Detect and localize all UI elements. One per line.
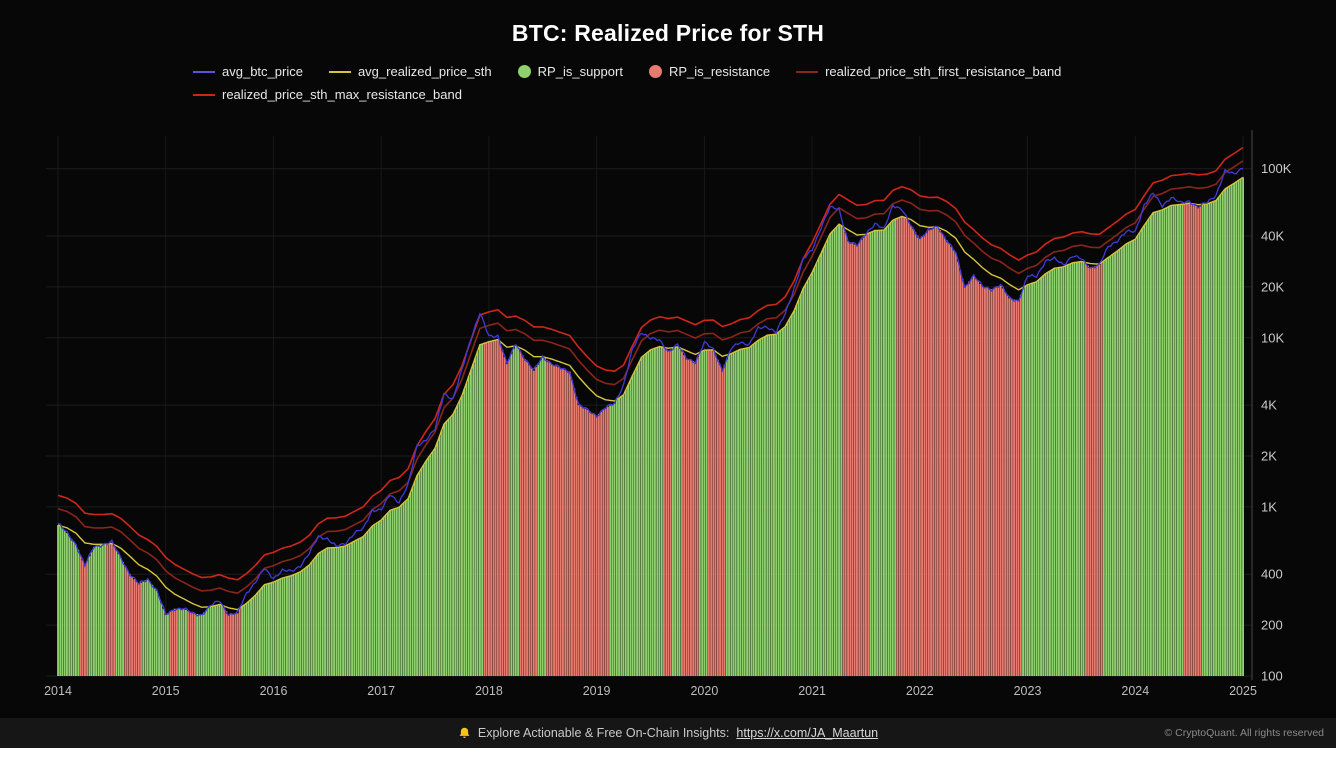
svg-text:20K: 20K xyxy=(1261,279,1284,294)
legend-item[interactable]: realized_price_sth_max_resistance_band xyxy=(193,87,462,102)
legend-dot-icon xyxy=(517,65,531,78)
svg-text:10K: 10K xyxy=(1261,330,1284,345)
footer-bar: Explore Actionable & Free On-Chain Insig… xyxy=(0,718,1336,748)
svg-text:2020: 2020 xyxy=(690,684,718,698)
svg-text:100: 100 xyxy=(1261,669,1283,684)
svg-text:2025: 2025 xyxy=(1229,684,1257,698)
footer-copyright: © CryptoQuant. All rights reserved xyxy=(1164,727,1324,739)
svg-text:2017: 2017 xyxy=(367,684,395,698)
legend-line-icon xyxy=(328,70,351,73)
legend-item[interactable]: realized_price_sth_first_resistance_band xyxy=(796,64,1061,79)
legend-item[interactable]: avg_realized_price_sth xyxy=(328,64,492,79)
svg-text:2018: 2018 xyxy=(475,684,503,698)
footer-promo-text: Explore Actionable & Free On-Chain Insig… xyxy=(477,726,730,740)
footer-promo-link[interactable]: https://x.com/JA_Maartun xyxy=(736,726,879,740)
legend-item[interactable]: avg_btc_price xyxy=(193,64,303,79)
legend-label: realized_price_sth_first_resistance_band xyxy=(825,64,1062,79)
svg-text:2019: 2019 xyxy=(583,684,611,698)
svg-text:2015: 2015 xyxy=(152,684,180,698)
legend-item[interactable]: RP_is_resistance xyxy=(648,64,771,79)
svg-text:2K: 2K xyxy=(1261,449,1277,464)
svg-text:40K: 40K xyxy=(1261,229,1284,244)
svg-text:4K: 4K xyxy=(1261,398,1277,413)
plot-svg: 100K 40K 20K 10K 4K 2K 1K 400 200 100 2014 2015 2016… xyxy=(44,130,1292,698)
svg-text:200: 200 xyxy=(1261,618,1283,633)
legend-line-icon xyxy=(193,70,215,73)
legend-label: RP_is_resistance xyxy=(668,64,771,79)
svg-text:2023: 2023 xyxy=(1014,684,1042,698)
legend-line-icon xyxy=(796,70,819,73)
chart-title: BTC: Realized Price for STH xyxy=(511,20,825,46)
svg-text:2016: 2016 xyxy=(260,684,288,698)
legend-item[interactable]: RP_is_support xyxy=(517,64,623,79)
legend: avg_btc_price avg_realized_price_sth RP_is… xyxy=(193,64,1248,102)
legend-line-icon xyxy=(193,93,215,96)
legend-dot-icon xyxy=(648,65,662,78)
chart-plot-area[interactable]: 100K 40K 20K 10K 4K 2K 1K 400 200 100 2014 2015 2016… xyxy=(0,0,1336,717)
svg-text:2021: 2021 xyxy=(798,684,826,698)
legend-label: avg_btc_price xyxy=(222,64,303,79)
svg-text:2022: 2022 xyxy=(906,684,934,698)
svg-text:2014: 2014 xyxy=(44,684,72,698)
svg-text:400: 400 xyxy=(1261,567,1283,582)
bell-icon xyxy=(458,726,471,740)
svg-text:100K: 100K xyxy=(1261,161,1292,176)
legend-label: realized_price_sth_max_resistance_band xyxy=(222,87,462,102)
svg-text:1K: 1K xyxy=(1261,499,1277,514)
legend-label: avg_realized_price_sth xyxy=(357,64,492,79)
legend-label: RP_is_support xyxy=(537,64,623,79)
svg-text:2024: 2024 xyxy=(1121,684,1149,698)
